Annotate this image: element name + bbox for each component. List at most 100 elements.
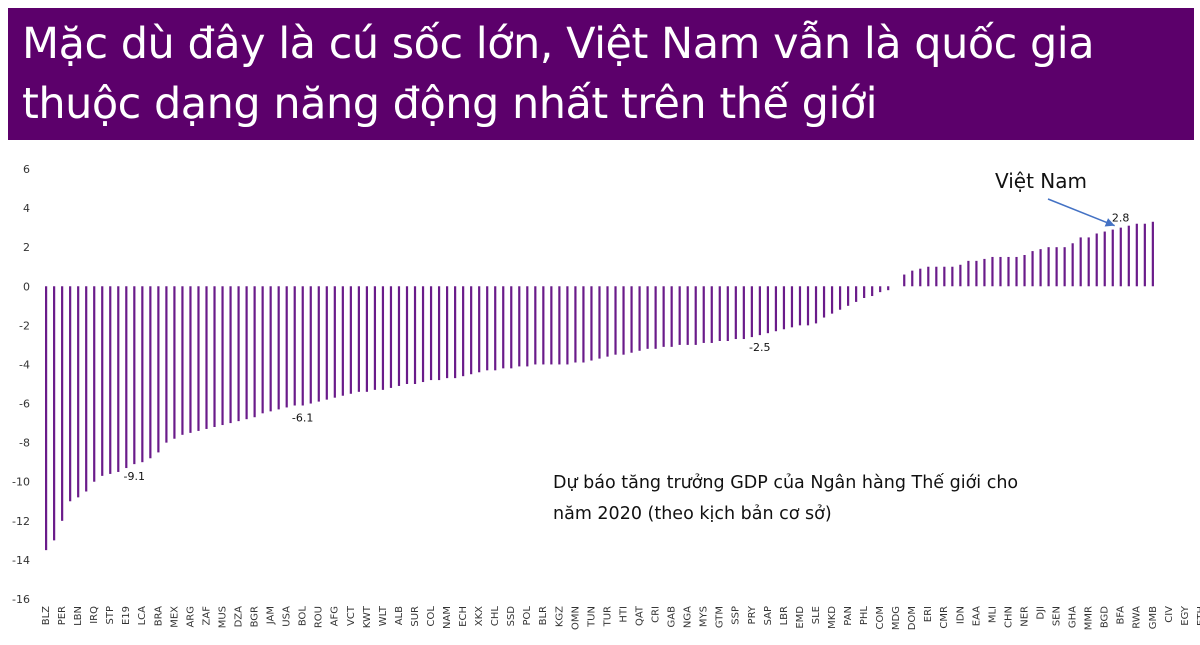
- bar: [1119, 227, 1122, 287]
- x-tick-label: MUS: [217, 606, 228, 628]
- x-tick-label: TUN: [586, 606, 597, 628]
- bar: [558, 286, 561, 365]
- bar: [1087, 237, 1090, 287]
- x-tick-label: BRA: [153, 606, 164, 626]
- x-tick-label: QAT: [634, 605, 645, 626]
- y-tick-label: 0: [23, 280, 30, 293]
- y-tick-label: -6: [19, 398, 30, 411]
- bar: [638, 286, 641, 351]
- bar: [446, 286, 449, 379]
- y-tick-label: -16: [12, 593, 30, 606]
- bar: [381, 286, 385, 390]
- x-tick-label: BGD: [1100, 606, 1111, 628]
- bar: [189, 286, 192, 433]
- x-tick-label: BLR: [538, 606, 549, 625]
- bar: [838, 286, 842, 310]
- bar: [197, 286, 200, 431]
- bar: [213, 286, 216, 427]
- bar: [911, 270, 914, 287]
- bar: [437, 286, 441, 381]
- x-tick-label: TUR: [602, 606, 613, 627]
- bar: [879, 286, 882, 293]
- bar: [574, 286, 577, 363]
- x-tick-label: BGR: [250, 606, 261, 627]
- data-label: -9.1: [123, 470, 144, 483]
- x-tick-label: PAN: [843, 606, 854, 626]
- data-labels: -9.1 -6.1 -2.5 2.8: [123, 212, 1129, 484]
- x-tick-label: SSP: [731, 606, 742, 625]
- bar: [710, 286, 713, 343]
- page-title-line-1: Mặc dù đây là cú sốc lớn, Việt Nam vẫn l…: [22, 19, 1095, 69]
- bar: [1111, 229, 1114, 287]
- x-tick-label: GTM: [715, 606, 726, 628]
- bar: [502, 286, 505, 369]
- bar: [774, 286, 778, 332]
- data-label: -2.5: [749, 341, 770, 354]
- x-tick-label: USA: [282, 606, 293, 627]
- x-tick-label: WLT: [378, 605, 389, 626]
- bar: [1007, 256, 1010, 287]
- bar: [1071, 243, 1074, 287]
- bar: [1127, 225, 1130, 287]
- bar: [598, 286, 601, 359]
- bar: [101, 286, 104, 476]
- bar: [606, 286, 609, 357]
- bar: [69, 286, 72, 502]
- x-tick-label: NAM: [442, 606, 453, 629]
- x-tick-label: ROU: [314, 606, 325, 628]
- bar: [486, 286, 489, 371]
- bar: [766, 286, 769, 334]
- annotations: Việt Nam Dự báo tăng trưởng GDP của Ngân …: [553, 169, 1115, 524]
- bar: [261, 286, 264, 414]
- x-axis-tick-labels: BLZ PER LBN IRQ STP E19 LCA BRA MEX ARG ZAF MUS DZA B…: [41, 605, 1200, 630]
- x-tick-label: LBN: [73, 606, 84, 626]
- x-tick-label: ARG: [185, 606, 196, 628]
- bar: [686, 286, 689, 345]
- bar: [614, 286, 617, 355]
- bar: [550, 286, 553, 365]
- x-tick-label: NER: [1019, 606, 1030, 627]
- bar: [133, 286, 136, 465]
- x-tick-label: ECH: [458, 606, 469, 627]
- bar: [221, 286, 224, 426]
- bar: [397, 286, 401, 386]
- bar: [1095, 233, 1098, 287]
- x-tick-label: KWT: [362, 605, 373, 628]
- bar: [694, 286, 697, 345]
- bar: [742, 286, 745, 340]
- bar: [470, 286, 473, 375]
- bar: [309, 286, 312, 404]
- x-tick-label: MKD: [827, 606, 838, 629]
- bar: [205, 286, 208, 429]
- bar: [919, 268, 922, 287]
- bar: [357, 286, 360, 392]
- bar: [253, 286, 256, 418]
- bar: [317, 286, 320, 402]
- x-tick-label: AFG: [330, 606, 341, 626]
- bar: [1135, 223, 1138, 287]
- bar: [269, 286, 272, 412]
- x-tick-label: POL: [522, 606, 533, 626]
- x-tick-label: GHA: [1068, 606, 1079, 628]
- x-tick-label: MDG: [891, 606, 902, 630]
- bar: [590, 286, 593, 361]
- bar: [782, 286, 786, 330]
- bar: [85, 286, 88, 492]
- bar: [951, 266, 954, 287]
- bar: [181, 286, 184, 435]
- x-tick-label: MMR: [1084, 606, 1095, 630]
- bar: [967, 260, 970, 287]
- x-tick-label: MYS: [699, 606, 710, 627]
- x-tick-label: NGA: [683, 606, 694, 628]
- bar: [798, 286, 802, 326]
- y-tick-label: 6: [23, 163, 30, 176]
- bar: [630, 286, 633, 353]
- bar: [285, 286, 288, 408]
- bar: [462, 286, 465, 377]
- bar: [413, 286, 417, 384]
- bar: [999, 256, 1002, 287]
- x-tick-label: ETH: [1196, 606, 1200, 626]
- x-tick-label: E19: [121, 606, 132, 625]
- bar: [646, 286, 649, 349]
- bar: [494, 286, 497, 371]
